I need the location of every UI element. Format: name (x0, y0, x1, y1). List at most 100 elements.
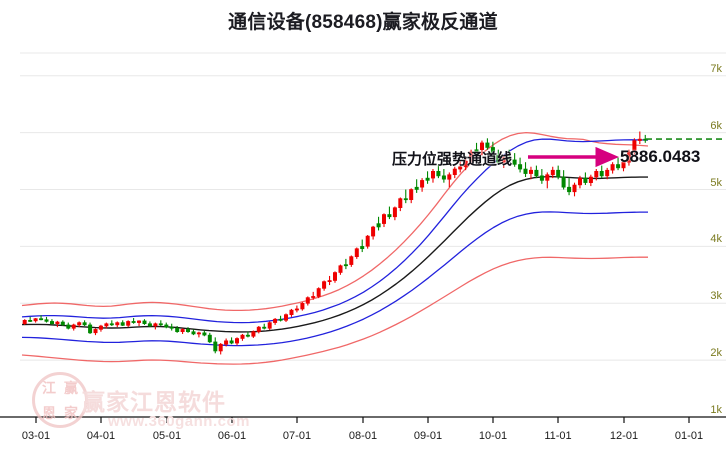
candle-body (441, 175, 446, 180)
candle-body (637, 138, 642, 141)
candle-body (218, 343, 223, 352)
x-axis-tick-label: 05-01 (152, 430, 182, 442)
candle-body (349, 256, 354, 265)
candle-body (213, 341, 218, 352)
candle-body (196, 332, 201, 335)
candle-body (180, 329, 185, 332)
candle-body (316, 288, 321, 297)
candle-body (305, 297, 310, 304)
x-axis-tick-label: 06-01 (217, 430, 247, 442)
candle-body (398, 198, 403, 209)
candle-body (262, 326, 267, 329)
candle-body (33, 318, 38, 322)
candle-body (164, 324, 169, 328)
candle-body (66, 324, 71, 329)
candle-body (311, 296, 316, 298)
candle-body (485, 142, 490, 148)
candlesticks (22, 131, 648, 355)
candle-body (371, 226, 376, 237)
candle-body (343, 264, 348, 267)
y-axis-tick-label: 5k (710, 176, 722, 189)
y-axis-tick-label: 6k (710, 119, 722, 132)
candle-body (60, 321, 65, 326)
candle-body (381, 214, 386, 224)
candle-body (137, 320, 142, 323)
candle-body (469, 151, 474, 162)
candle-body (338, 265, 343, 273)
watermark-logo: 江 赢 恩 家 (32, 372, 88, 428)
candle-body (572, 184, 577, 193)
x-axis-tick-label: 04-01 (86, 430, 116, 442)
watermark-logo-char-2: 恩 (42, 404, 56, 421)
candle-body (528, 169, 533, 174)
candle-body (474, 149, 479, 153)
candle-body (186, 329, 191, 332)
candle-body (420, 180, 425, 188)
candle-body (376, 223, 381, 228)
pressure-line-value: 5886.0483 (620, 147, 701, 166)
candle-body (39, 318, 44, 321)
candle-body (294, 308, 299, 311)
x-axis-tick-label: 08-01 (348, 430, 378, 442)
candle-body (512, 159, 517, 165)
candle-body (273, 318, 278, 323)
candle-body (414, 186, 419, 190)
x-axis-tick-label: 01-01 (674, 430, 704, 442)
candle-body (501, 157, 506, 163)
x-axis-tick-label: 09-01 (413, 430, 443, 442)
page-title: 通信设备(858468)赢家极反通道 (228, 12, 498, 33)
candle-body (360, 246, 365, 249)
x-axis-tick-label: 11-01 (544, 430, 572, 442)
candle-body (207, 334, 212, 343)
candle-body (387, 214, 392, 218)
candle-body (251, 331, 256, 337)
candle-body (224, 340, 229, 345)
candle-body (71, 324, 76, 329)
candle-body (632, 140, 637, 153)
candle-body (98, 325, 103, 330)
candle-body (289, 309, 294, 316)
candle-body (556, 169, 561, 178)
candle-body (175, 327, 180, 332)
candle-body (458, 166, 463, 170)
candle-body (452, 168, 457, 175)
candle-body (463, 160, 468, 168)
candle-body (115, 322, 120, 326)
candle-body (605, 169, 610, 177)
candle-body (523, 168, 528, 174)
candle-body (55, 321, 60, 325)
candle-body (267, 322, 272, 329)
candle-body (158, 323, 163, 326)
watermark-logo-char-1: 赢 (64, 379, 78, 396)
candle-body (567, 186, 572, 193)
candle-body (518, 164, 523, 170)
x-axis-tick-label: 07-01 (282, 430, 312, 442)
candle-body (49, 321, 54, 324)
candle-body (354, 248, 359, 257)
candle-body (93, 329, 98, 334)
candle-body (131, 321, 136, 323)
x-axis-tick-label: 10-01 (478, 430, 508, 442)
candle-body (626, 151, 631, 163)
channel-band-line (21, 138, 649, 324)
candle-body (88, 324, 93, 334)
candle-body (229, 340, 234, 344)
candle-body (256, 326, 261, 333)
candle-body (550, 169, 555, 176)
candle-body (22, 319, 27, 324)
y-axis-tick-label: 4k (710, 233, 722, 246)
candle-body (202, 332, 207, 336)
candle-body (403, 198, 408, 201)
channel-band-line (21, 211, 648, 347)
x-axis-tick-label: 03-01 (21, 430, 51, 442)
channel-bands (21, 131, 649, 365)
candle-body (490, 147, 495, 156)
candle-body (142, 320, 147, 324)
candle-body (392, 207, 397, 218)
candle-body (104, 323, 109, 327)
axis-lines (0, 416, 726, 423)
candle-body (447, 174, 452, 180)
watermark-brand: 赢家江恩软件 (82, 389, 226, 415)
